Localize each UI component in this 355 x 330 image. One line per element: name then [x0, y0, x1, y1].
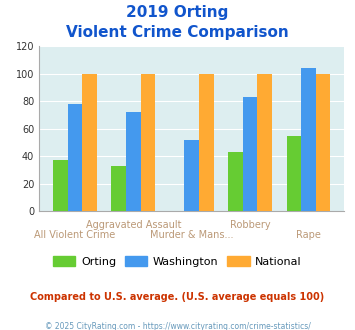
Text: Aggravated Assault: Aggravated Assault [86, 220, 181, 230]
Bar [257, 74, 272, 211]
Bar [228, 152, 243, 211]
Text: Robbery: Robbery [230, 220, 271, 230]
Bar [286, 136, 301, 211]
Bar [243, 97, 257, 211]
Legend: Orting, Washington, National: Orting, Washington, National [49, 251, 306, 271]
Bar [126, 112, 141, 211]
Bar [82, 74, 97, 211]
Text: Murder & Mans...: Murder & Mans... [150, 230, 234, 240]
Bar [316, 74, 331, 211]
Bar [67, 104, 82, 211]
Bar [141, 74, 155, 211]
Text: Compared to U.S. average. (U.S. average equals 100): Compared to U.S. average. (U.S. average … [31, 292, 324, 302]
Text: Violent Crime Comparison: Violent Crime Comparison [66, 25, 289, 40]
Text: 2019 Orting: 2019 Orting [126, 5, 229, 20]
Bar [301, 68, 316, 211]
Bar [111, 166, 126, 211]
Text: © 2025 CityRating.com - https://www.cityrating.com/crime-statistics/: © 2025 CityRating.com - https://www.city… [45, 322, 310, 330]
Text: All Violent Crime: All Violent Crime [34, 230, 115, 240]
Bar [53, 160, 67, 211]
Text: Rape: Rape [296, 230, 321, 240]
Bar [199, 74, 214, 211]
Bar [184, 140, 199, 211]
